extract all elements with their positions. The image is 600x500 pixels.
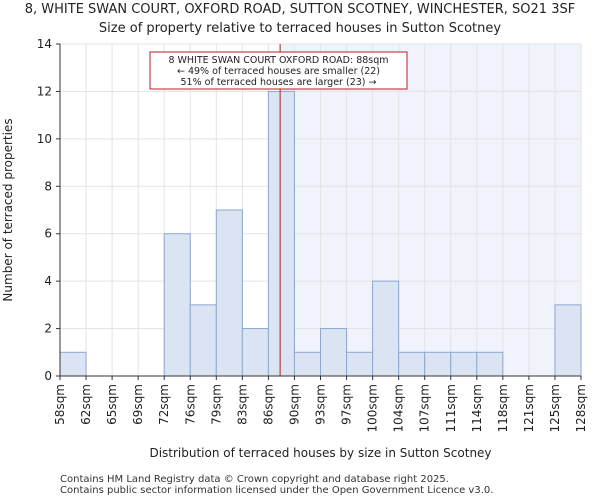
x-tick-label: 128sqm	[574, 384, 588, 432]
x-tick-label: 97sqm	[340, 384, 354, 425]
bar	[424, 351, 452, 377]
x-tick-label: 72sqm	[157, 384, 171, 425]
bar	[554, 304, 582, 377]
x-tick-label: 114sqm	[470, 384, 484, 432]
y-tick-label: 6	[44, 227, 52, 241]
x-tick-label: 62sqm	[79, 384, 93, 425]
y-tick-label: 0	[44, 369, 52, 383]
bar	[215, 209, 243, 377]
x-tick-label: 83sqm	[235, 384, 249, 425]
footer-licence: Contains public sector information licen…	[60, 485, 494, 496]
bar	[450, 351, 478, 377]
x-tick-label: 104sqm	[392, 384, 406, 432]
x-tick-label: 100sqm	[366, 384, 380, 432]
bar	[293, 351, 322, 377]
bar	[346, 351, 374, 377]
y-tick-label: 10	[37, 132, 52, 146]
y-tick-label: 8	[44, 179, 52, 193]
x-tick-label: 86sqm	[261, 384, 275, 425]
annotation-line: ← 49% of terraced houses are smaller (22…	[177, 66, 380, 77]
bar	[476, 351, 504, 377]
y-tick-label: 4	[44, 274, 52, 288]
y-tick-label: 12	[37, 84, 52, 98]
x-tick-label: 69sqm	[131, 384, 145, 425]
x-tick-label: 118sqm	[496, 384, 510, 432]
y-axis-title: Number of terraced properties	[1, 118, 15, 301]
footer-copyright: Contains HM Land Registry data © Crown c…	[60, 474, 449, 485]
chart-subtitle: Size of property relative to terraced ho…	[98, 21, 502, 36]
bar	[241, 328, 269, 377]
x-tick-label: 58sqm	[53, 384, 67, 425]
annotation-line: 8 WHITE SWAN COURT OXFORD ROAD: 88sqm	[168, 55, 388, 66]
annotation-box	[149, 51, 408, 90]
x-tick-label: 65sqm	[105, 384, 119, 425]
bar	[372, 280, 400, 377]
x-tick-label: 90sqm	[287, 384, 301, 425]
annotation-line: 51% of terraced houses are larger (23) →	[181, 77, 377, 88]
x-tick-label: 121sqm	[522, 384, 536, 432]
bar	[320, 328, 348, 377]
bar	[163, 233, 191, 377]
x-tick-label: 76sqm	[183, 384, 197, 425]
y-tick-label: 2	[44, 322, 52, 336]
x-tick-label: 125sqm	[548, 384, 562, 432]
highlight-region	[280, 44, 581, 376]
y-tick-label: 14	[37, 37, 52, 51]
x-tick-label: 93sqm	[314, 384, 328, 425]
x-axis-title: Distribution of terraced houses by size …	[149, 446, 491, 460]
bar	[398, 351, 426, 377]
x-tick-label: 79sqm	[209, 384, 223, 425]
x-tick-label: 111sqm	[444, 384, 458, 432]
x-tick-label: 107sqm	[418, 384, 432, 432]
bar	[189, 304, 217, 377]
bar	[59, 351, 87, 377]
chart-title: 8, WHITE SWAN COURT, OXFORD ROAD, SUTTON…	[24, 2, 576, 17]
bar	[267, 90, 295, 377]
